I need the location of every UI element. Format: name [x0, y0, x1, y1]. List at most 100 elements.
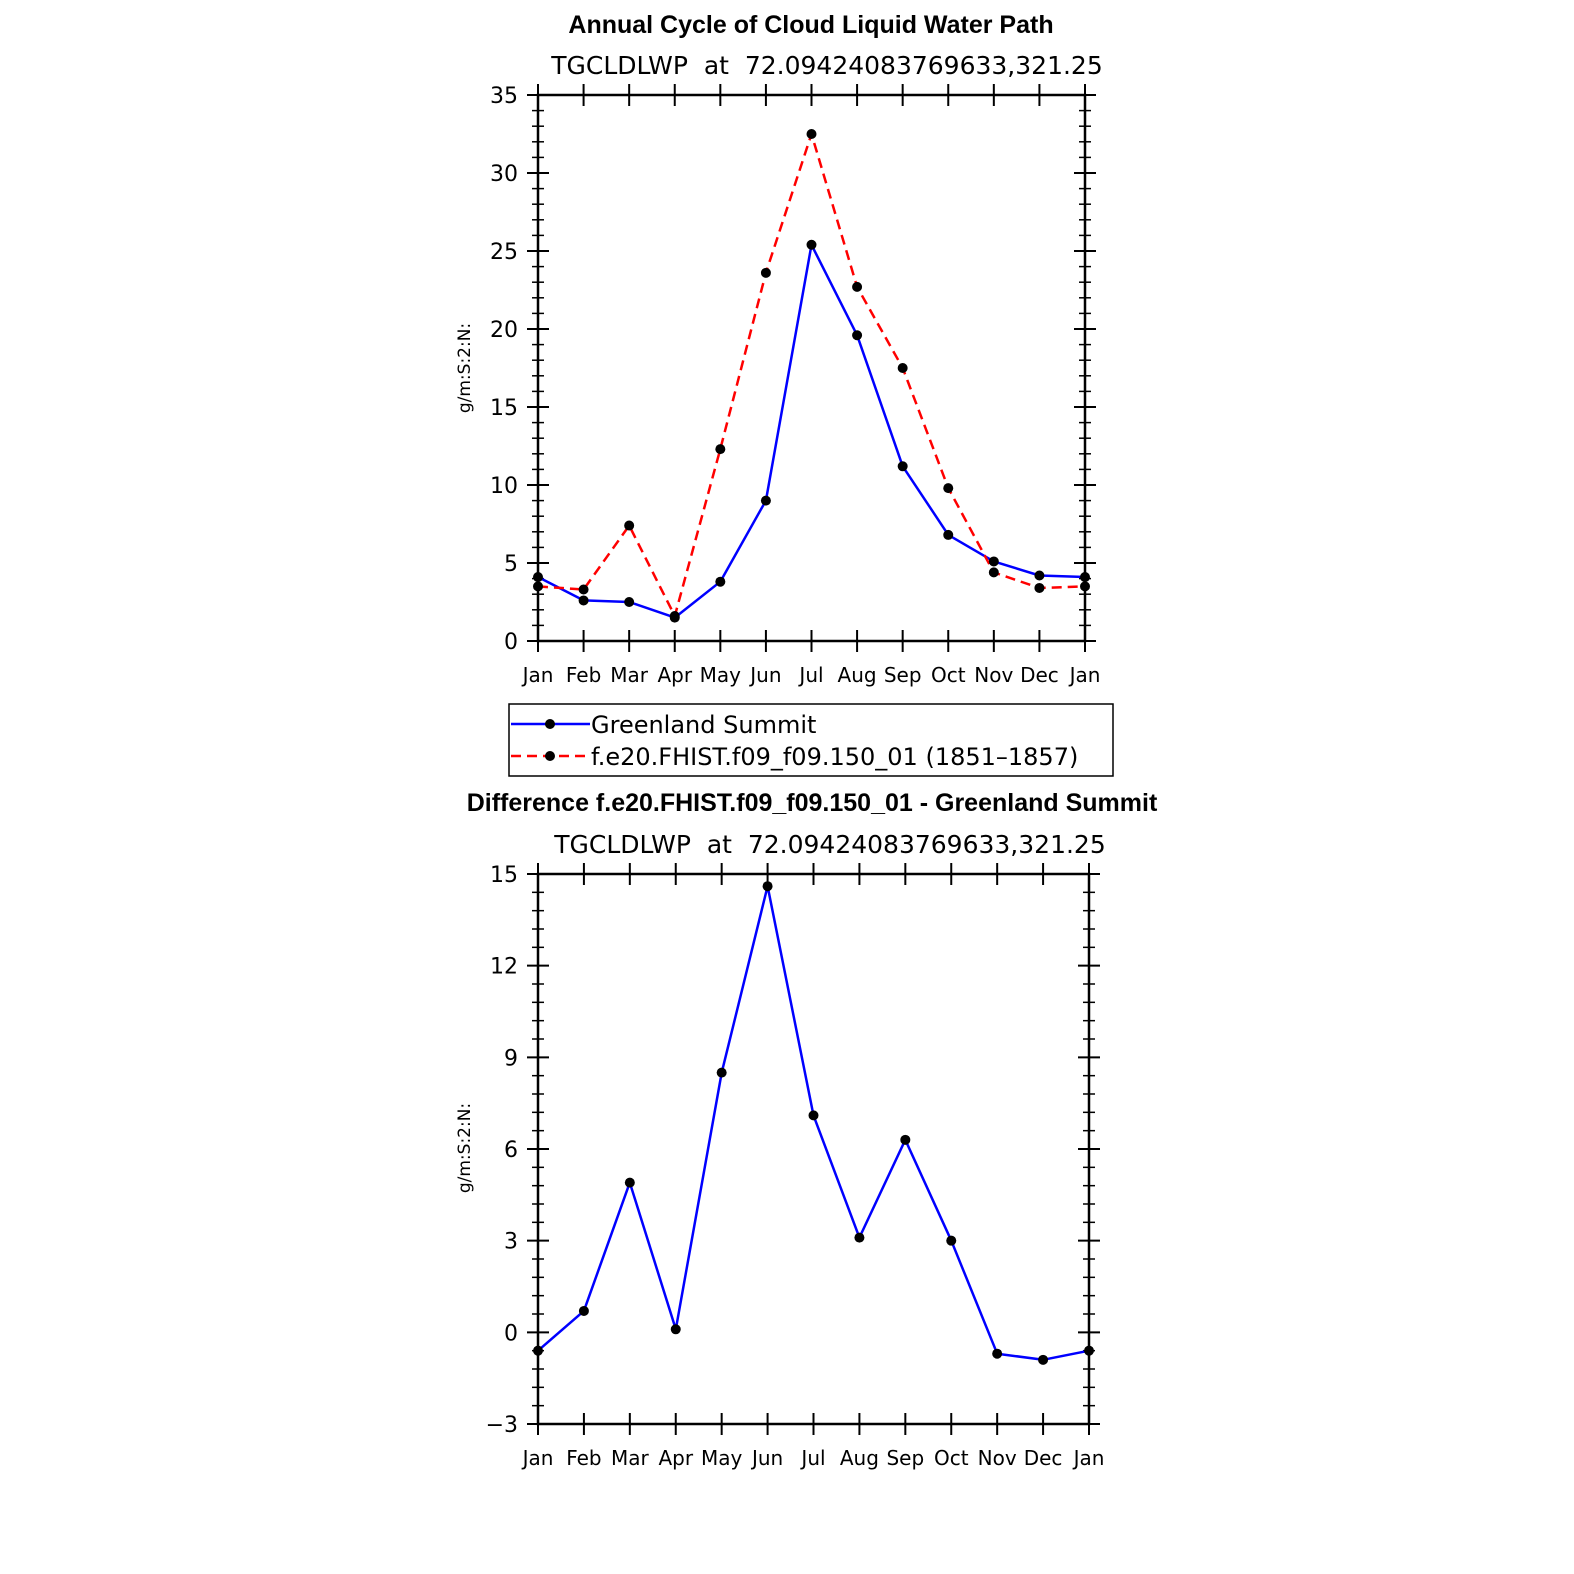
bottom-chart-subtitle: TGCLDLWP at 72.09424083769633,321.25 [553, 830, 1105, 859]
bottom-series-0-point [808, 1110, 819, 1121]
top-y-axis-label: g/m:S:2:N: [455, 323, 475, 413]
legend-marker-model [545, 751, 555, 761]
top-chart-title: Annual Cycle of Cloud Liquid Water Path [568, 11, 1053, 39]
bottom-series-0-point [1038, 1354, 1049, 1365]
top-series-1-point [1034, 582, 1045, 593]
bottom-y-tick-label: 3 [504, 1230, 518, 1255]
bottom-x-tick-label: Apr [658, 1446, 693, 1470]
bottom-x-tick-label: Feb [566, 1446, 601, 1470]
annual-cycle-panel: Annual Cycle of Cloud Liquid Water Path … [455, 11, 1114, 777]
top-y-tick-label: 15 [490, 396, 518, 421]
top-series-1-point [624, 520, 635, 531]
bottom-x-tick-label: Jan [521, 1446, 554, 1470]
legend-marker-greenland [545, 719, 555, 729]
bottom-x-tick-label: Dec [1024, 1446, 1063, 1470]
bottom-x-tick-label: Nov [978, 1446, 1017, 1470]
bottom-series-0-point [900, 1134, 911, 1145]
top-series-line-1 [537, 132, 1086, 618]
top-series-1-point [578, 584, 589, 595]
top-plot-frame [536, 93, 1087, 643]
top-series-0-point [715, 576, 726, 587]
top-series-1-point [988, 567, 999, 578]
top-x-tick-labels: Jan Feb Mar Apr May Jun Jul Aug Sep Oct Nov Dec Jan [521, 663, 1101, 687]
bottom-y-tick-label: 12 [490, 955, 518, 980]
legend-box [508, 703, 1114, 777]
bottom-x-tick-label: Jun [750, 1446, 783, 1470]
top-series-0-point [760, 495, 771, 506]
top-chart-subtitle: TGCLDLWP at 72.09424083769633,321.25 [550, 51, 1102, 80]
top-x-tick-label: Dec [1020, 663, 1059, 687]
top-x-tick-label: Feb [566, 663, 601, 687]
bottom-chart-title: Difference f.e20.FHIST.f09_f09.150_01 - … [467, 789, 1158, 817]
top-x-tick-label: Oct [931, 663, 966, 687]
top-y-tick-label: 20 [490, 318, 518, 343]
top-y-tick-label: 35 [490, 84, 518, 109]
top-series-0-point [1034, 570, 1045, 581]
top-y-tick-label: 10 [490, 474, 518, 499]
top-series-0-point [852, 330, 863, 341]
bottom-plot-frame [536, 872, 1091, 1426]
top-series-0-point [578, 595, 589, 606]
bottom-y-tick-label: 6 [504, 1138, 518, 1163]
top-y-tick-label: 25 [490, 240, 518, 265]
bottom-series-0-point [992, 1348, 1003, 1359]
top-series-0-point [806, 239, 817, 250]
top-x-tick-label: Jul [797, 663, 823, 687]
bottom-series-lines [537, 884, 1090, 1362]
top-x-tick-label: Mar [610, 663, 649, 687]
top-x-tick-label: Sep [884, 663, 922, 687]
top-series-lines [537, 132, 1086, 619]
bottom-x-tick-label: Jan [1072, 1446, 1105, 1470]
bottom-x-tick-label: Sep [886, 1446, 924, 1470]
bottom-x-tick-label: Jul [799, 1446, 825, 1470]
top-y-tick-label: 30 [490, 162, 518, 187]
top-series-1-point [852, 281, 863, 292]
top-series-1-point [760, 267, 771, 278]
top-y-tick-label: 0 [504, 630, 518, 655]
top-series-1-point [943, 483, 954, 494]
bottom-series-line-0 [537, 884, 1090, 1362]
top-x-tick-label: May [700, 663, 742, 687]
legend-label-model: f.e20.FHIST.f09_f09.150_01 (1851–1857) [591, 743, 1078, 771]
top-y-tick-labels: 0 5 10 15 20 25 30 35 [490, 84, 518, 655]
top-x-tick-label: Nov [974, 663, 1013, 687]
bottom-x-tick-label: May [701, 1446, 743, 1470]
bottom-y-tick-label: 15 [490, 863, 518, 888]
bottom-x-tick-label: Mar [611, 1446, 650, 1470]
top-series-1-point [669, 611, 680, 622]
top-series-1-point [715, 444, 726, 455]
top-series-0-point [988, 556, 999, 567]
legend-label-greenland: Greenland Summit [591, 711, 816, 739]
bottom-axis-ticks [527, 863, 1100, 1435]
bottom-y-axis-label: g/m:S:2:N: [455, 1103, 475, 1193]
top-series-markers [533, 129, 1090, 623]
bottom-y-tick-labels: −3 0 3 6 9 12 15 [486, 863, 518, 1438]
bottom-series-0-point [946, 1235, 957, 1246]
top-series-1-point [806, 129, 817, 139]
top-x-tick-label: Jan [1068, 663, 1101, 687]
top-y-tick-label: 5 [504, 552, 518, 577]
top-x-tick-label: Jan [521, 663, 554, 687]
bottom-x-tick-label: Oct [934, 1446, 969, 1470]
top-series-0-point [897, 461, 908, 472]
bottom-series-0-point [624, 1177, 635, 1188]
bottom-y-tick-label: 0 [504, 1321, 518, 1346]
bottom-x-tick-labels: Jan Feb Mar Apr May Jun Jul Aug Sep Oct Nov Dec Jan [521, 1446, 1105, 1470]
bottom-series-0-point [854, 1232, 865, 1243]
bottom-series-0-point [578, 1305, 589, 1316]
bottom-series-0-point [716, 1067, 727, 1078]
bottom-x-tick-label: Aug [840, 1446, 879, 1470]
top-x-tick-label: Jun [748, 663, 781, 687]
top-series-0-point [943, 529, 954, 540]
bottom-series-markers [533, 881, 1094, 1365]
difference-panel: Difference f.e20.FHIST.f09_f09.150_01 - … [455, 789, 1158, 1470]
bottom-y-tick-label: 9 [504, 1046, 518, 1071]
bottom-series-0-point [762, 881, 773, 892]
top-series-0-point [624, 597, 635, 607]
top-x-tick-label: Apr [657, 663, 692, 687]
top-x-tick-label: Aug [838, 663, 877, 687]
top-series-1-point [897, 363, 908, 373]
bottom-y-tick-label: −3 [486, 1413, 518, 1438]
legend: Greenland Summit f.e20.FHIST.f09_f09.150… [508, 703, 1114, 777]
